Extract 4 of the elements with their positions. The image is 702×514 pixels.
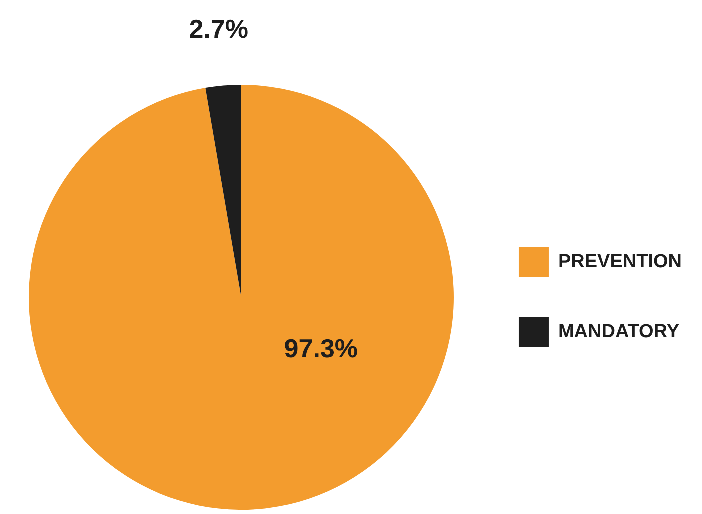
legend-label: MANDATORY (558, 322, 680, 343)
legend-label: PREVENTION (558, 252, 682, 273)
data-label: 97.3% (284, 334, 358, 364)
data-label: 2.7% (189, 14, 248, 44)
